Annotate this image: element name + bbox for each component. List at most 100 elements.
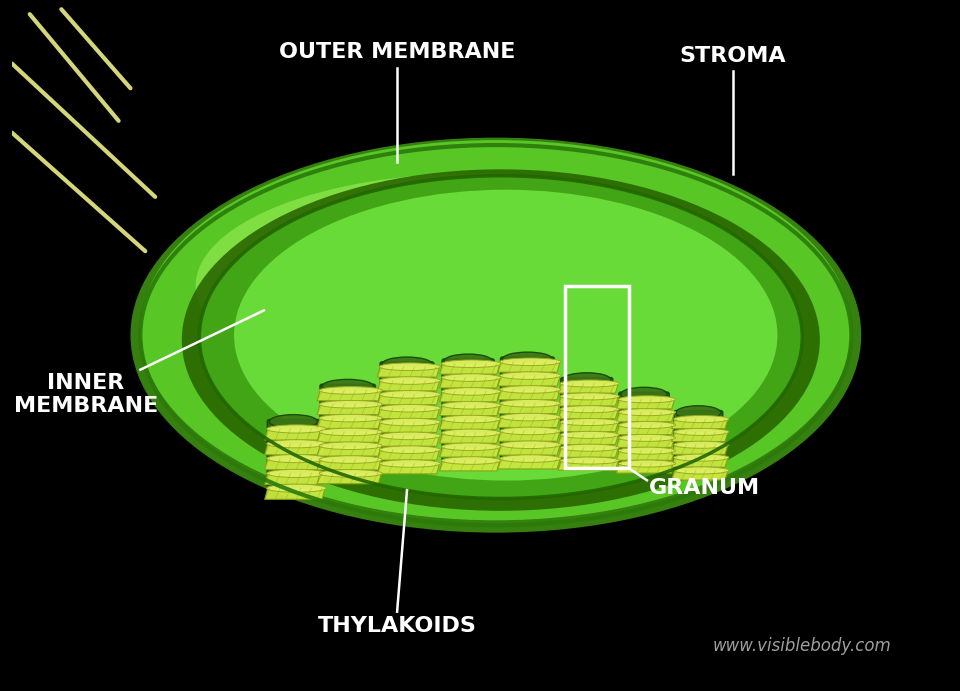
Ellipse shape bbox=[532, 414, 540, 421]
Polygon shape bbox=[616, 451, 675, 460]
Ellipse shape bbox=[697, 417, 706, 424]
Ellipse shape bbox=[472, 416, 480, 423]
Ellipse shape bbox=[629, 405, 636, 412]
Ellipse shape bbox=[460, 448, 468, 455]
Text: www.visiblebody.com: www.visiblebody.com bbox=[712, 637, 892, 655]
Ellipse shape bbox=[387, 443, 396, 450]
Ellipse shape bbox=[681, 460, 688, 466]
Ellipse shape bbox=[468, 375, 476, 382]
Ellipse shape bbox=[267, 425, 326, 433]
Ellipse shape bbox=[379, 432, 441, 439]
Ellipse shape bbox=[342, 410, 349, 417]
Ellipse shape bbox=[319, 428, 382, 436]
Ellipse shape bbox=[576, 419, 584, 426]
Ellipse shape bbox=[442, 415, 501, 423]
Ellipse shape bbox=[379, 460, 441, 467]
FancyBboxPatch shape bbox=[268, 419, 320, 490]
Polygon shape bbox=[317, 432, 381, 442]
Polygon shape bbox=[498, 459, 560, 469]
Polygon shape bbox=[672, 432, 728, 442]
Ellipse shape bbox=[618, 408, 676, 416]
Ellipse shape bbox=[625, 447, 634, 454]
Ellipse shape bbox=[288, 468, 296, 475]
Ellipse shape bbox=[684, 423, 692, 430]
Ellipse shape bbox=[293, 433, 301, 439]
Ellipse shape bbox=[327, 461, 336, 468]
Ellipse shape bbox=[298, 457, 305, 464]
Polygon shape bbox=[498, 445, 560, 455]
Polygon shape bbox=[498, 376, 560, 386]
Text: GRANUM: GRANUM bbox=[649, 478, 760, 498]
Ellipse shape bbox=[391, 379, 398, 386]
Ellipse shape bbox=[396, 398, 403, 405]
Ellipse shape bbox=[379, 363, 441, 370]
FancyBboxPatch shape bbox=[380, 362, 434, 466]
Ellipse shape bbox=[572, 394, 580, 401]
Ellipse shape bbox=[507, 448, 515, 455]
Ellipse shape bbox=[527, 373, 536, 380]
Polygon shape bbox=[440, 363, 500, 374]
Ellipse shape bbox=[594, 396, 602, 403]
Ellipse shape bbox=[348, 401, 355, 408]
Ellipse shape bbox=[305, 469, 313, 476]
Ellipse shape bbox=[500, 455, 561, 462]
Polygon shape bbox=[377, 422, 440, 433]
Ellipse shape bbox=[449, 440, 457, 447]
Ellipse shape bbox=[319, 387, 382, 395]
Ellipse shape bbox=[331, 400, 339, 407]
Ellipse shape bbox=[581, 437, 589, 444]
Ellipse shape bbox=[234, 190, 778, 480]
Ellipse shape bbox=[279, 452, 287, 459]
Ellipse shape bbox=[634, 417, 641, 424]
Ellipse shape bbox=[519, 446, 527, 453]
Polygon shape bbox=[498, 362, 560, 372]
Ellipse shape bbox=[621, 387, 667, 401]
Ellipse shape bbox=[643, 406, 652, 413]
Polygon shape bbox=[377, 436, 440, 446]
Ellipse shape bbox=[638, 442, 646, 449]
Ellipse shape bbox=[278, 433, 286, 440]
Ellipse shape bbox=[648, 431, 656, 438]
Ellipse shape bbox=[457, 395, 465, 402]
Polygon shape bbox=[377, 395, 440, 405]
Polygon shape bbox=[498, 417, 560, 428]
Ellipse shape bbox=[442, 401, 501, 409]
Polygon shape bbox=[558, 384, 618, 393]
Polygon shape bbox=[377, 450, 440, 460]
Polygon shape bbox=[498, 431, 560, 442]
Ellipse shape bbox=[503, 352, 552, 366]
Polygon shape bbox=[558, 397, 618, 406]
Polygon shape bbox=[265, 444, 325, 455]
Ellipse shape bbox=[407, 429, 415, 436]
FancyBboxPatch shape bbox=[561, 378, 612, 462]
Polygon shape bbox=[440, 405, 500, 415]
Ellipse shape bbox=[285, 477, 293, 484]
Ellipse shape bbox=[293, 463, 300, 470]
Ellipse shape bbox=[500, 427, 561, 435]
Ellipse shape bbox=[563, 372, 611, 386]
Ellipse shape bbox=[560, 444, 619, 451]
Ellipse shape bbox=[572, 417, 581, 424]
Ellipse shape bbox=[458, 410, 466, 417]
Ellipse shape bbox=[396, 413, 404, 419]
Ellipse shape bbox=[560, 431, 619, 438]
Ellipse shape bbox=[379, 390, 441, 398]
FancyBboxPatch shape bbox=[619, 392, 669, 466]
Ellipse shape bbox=[674, 454, 729, 461]
Ellipse shape bbox=[687, 432, 696, 439]
Ellipse shape bbox=[342, 448, 350, 455]
Ellipse shape bbox=[319, 415, 382, 422]
Ellipse shape bbox=[407, 381, 415, 388]
Ellipse shape bbox=[449, 448, 457, 455]
Polygon shape bbox=[498, 404, 560, 414]
Ellipse shape bbox=[273, 478, 281, 485]
Ellipse shape bbox=[560, 380, 619, 387]
Ellipse shape bbox=[270, 415, 318, 428]
FancyBboxPatch shape bbox=[674, 410, 723, 473]
Ellipse shape bbox=[527, 365, 535, 372]
Ellipse shape bbox=[415, 384, 422, 391]
Ellipse shape bbox=[692, 428, 700, 435]
Ellipse shape bbox=[196, 173, 756, 398]
Ellipse shape bbox=[462, 388, 469, 395]
Ellipse shape bbox=[618, 460, 676, 467]
